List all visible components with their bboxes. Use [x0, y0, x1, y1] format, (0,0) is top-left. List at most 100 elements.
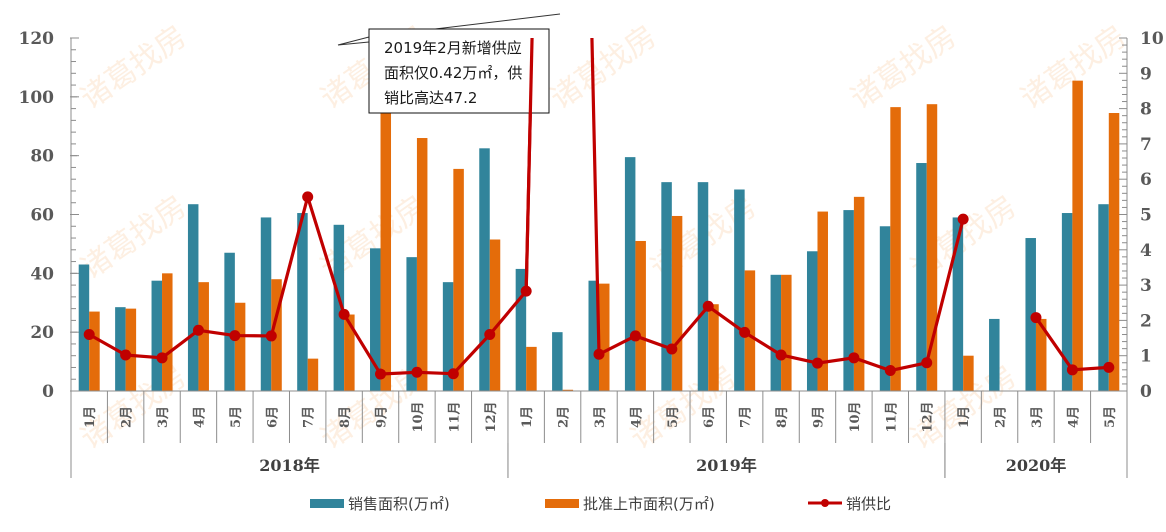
sales-area-bar	[78, 264, 90, 391]
month-label: 5月	[1103, 406, 1118, 428]
ratio-marker	[83, 329, 95, 341]
ratio-marker	[192, 324, 204, 336]
sales-area-bar	[1098, 204, 1109, 391]
approved-area-bar	[89, 311, 100, 391]
watermark-text: 诸葛找房	[75, 19, 193, 116]
approved-area-bar	[307, 358, 319, 391]
approved-area-bar	[817, 211, 828, 391]
approved-area-bar	[344, 314, 355, 391]
sales-area-bar	[806, 251, 818, 391]
left-axis-tick-label: 60	[30, 206, 54, 226]
approved-area-bar	[926, 104, 938, 391]
ratio-marker	[156, 352, 168, 364]
left-axis-tick-label: 0	[42, 382, 54, 402]
ratio-marker	[302, 191, 314, 203]
ratio-marker	[120, 349, 132, 361]
legend-item: 销售面积(万㎡)	[310, 495, 450, 513]
sales-area-bar	[224, 252, 235, 391]
month-label: 5月	[666, 406, 681, 428]
month-label: 4月	[192, 406, 207, 428]
sales-area-bar	[989, 318, 1000, 391]
annotation-text: 2019年2月新增供应	[384, 39, 522, 57]
approved-area-bar	[635, 240, 646, 391]
approved-area-bar	[416, 138, 428, 391]
month-label: 6月	[265, 406, 280, 428]
ratio-marker	[957, 213, 969, 225]
sales-area-bar	[661, 182, 672, 391]
left-axis-tick-label: 20	[30, 323, 54, 343]
approved-area-bar	[744, 270, 756, 391]
left-axis-tick-label: 100	[19, 88, 55, 108]
approved-area-bar	[125, 308, 137, 391]
right-axis-tick-label: 10	[1140, 29, 1164, 49]
ratio-marker	[775, 349, 787, 361]
year-label: 2020年	[1006, 456, 1067, 475]
approved-area-bar	[781, 274, 792, 391]
sales-area-bar	[916, 163, 927, 391]
month-label: 3月	[156, 406, 171, 428]
approved-area-bar	[599, 283, 610, 391]
month-label: 6月	[702, 406, 717, 428]
legend-label: 批准上市面积(万㎡)	[583, 495, 715, 513]
approved-area-bar	[1108, 113, 1120, 391]
month-label: 1月	[520, 406, 535, 428]
ratio-marker	[884, 365, 896, 377]
left-axis-tick-label: 40	[30, 264, 54, 284]
right-axis-tick-label: 3	[1140, 276, 1152, 296]
approved-area-bar	[526, 346, 537, 391]
sales-area-bar	[151, 280, 163, 391]
ratio-marker	[411, 366, 423, 378]
ratio-marker	[447, 368, 459, 380]
ratio-marker	[338, 308, 350, 320]
sales-area-bar	[952, 217, 964, 391]
approved-area-bar	[671, 215, 683, 391]
sales-area-bar	[515, 268, 527, 391]
approved-area-bar	[890, 107, 901, 392]
month-label: 10月	[411, 401, 426, 432]
month-label: 7月	[739, 406, 754, 428]
sales-area-bar	[552, 332, 563, 391]
ratio-marker	[666, 343, 678, 355]
sales-area-bar	[370, 248, 381, 391]
month-label: 4月	[1066, 406, 1081, 428]
sales-area-bar	[260, 217, 272, 391]
legend-swatch-icon	[545, 499, 579, 508]
left-axis-tick-label: 80	[30, 147, 54, 167]
ratio-marker	[593, 348, 605, 360]
annotation-text: 面积仅0.42万㎡，供	[384, 64, 522, 82]
approved-area-bar	[453, 168, 464, 391]
month-label: 1月	[957, 406, 972, 428]
year-label: 2018年	[259, 456, 320, 475]
right-axis-tick-label: 1	[1140, 347, 1152, 367]
sales-area-bar	[734, 189, 745, 391]
approved-area-bar	[853, 196, 865, 391]
sales-area-bar	[1061, 213, 1073, 391]
legend-swatch-icon	[310, 499, 344, 508]
right-axis-tick-label: 2	[1140, 311, 1152, 331]
approved-area-bar	[562, 389, 574, 391]
approved-area-bar	[380, 95, 392, 392]
x-axis: 1月 2月 3月 4月 5月 6月 7月 8月 9月 10月 11月 12月 1月 2月 3月 4月 5月 6月 7…	[70, 390, 1128, 478]
sales-area-bar	[187, 204, 199, 391]
approved-area-bar	[1072, 80, 1083, 391]
month-label: 3月	[593, 406, 608, 428]
sales-area-bar	[843, 210, 854, 391]
approved-area-bar	[1035, 318, 1047, 391]
right-axis-tick-label: 8	[1140, 100, 1152, 120]
watermark-text: 诸葛找房	[845, 19, 963, 116]
sales-area-bar	[697, 182, 709, 391]
right-axis-tick-label: 7	[1140, 135, 1152, 155]
sales-area-bar	[406, 257, 417, 391]
right-axis-tick-label: 9	[1140, 64, 1152, 84]
ratio-marker	[811, 357, 823, 369]
month-label: 12月	[484, 401, 499, 432]
ratio-marker	[265, 330, 277, 342]
sales-area-bar	[333, 224, 345, 391]
legend-item: 批准上市面积(万㎡)	[545, 495, 715, 513]
bar-series	[78, 80, 1120, 392]
right-axis-tick-label: 4	[1140, 241, 1152, 261]
sales-area-bar	[624, 157, 636, 391]
month-label: 4月	[629, 406, 644, 428]
